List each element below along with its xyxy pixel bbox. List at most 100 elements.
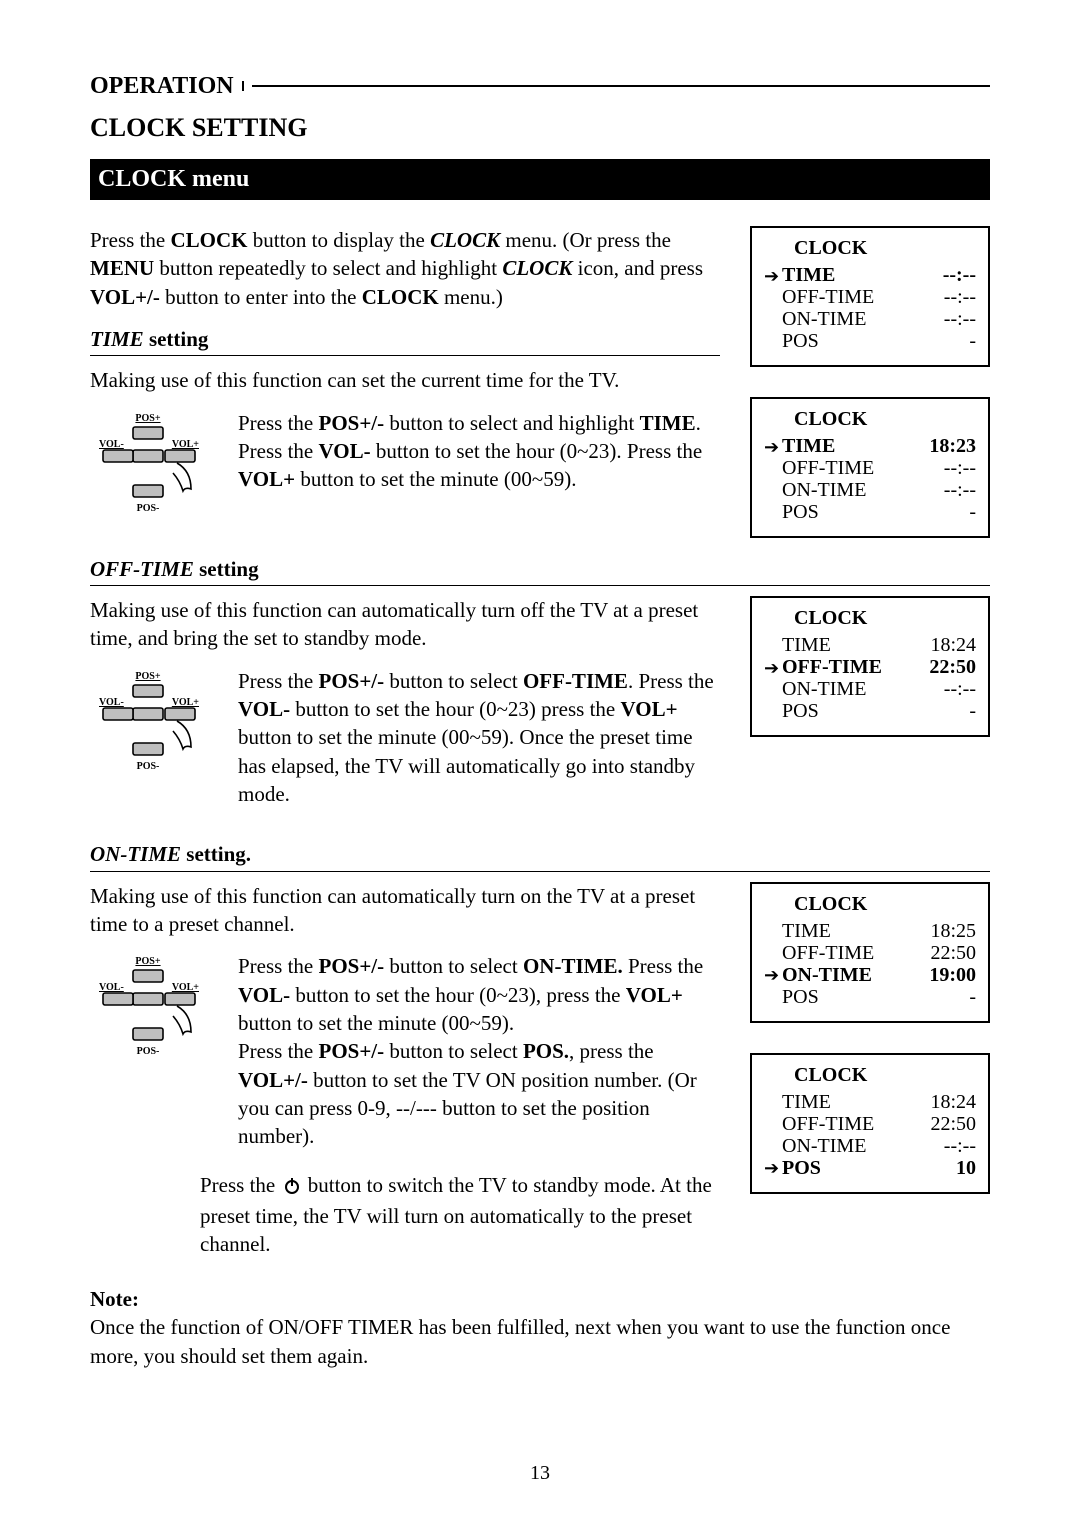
row-intro: Press the CLOCK button to display the CL… bbox=[90, 226, 990, 543]
t: setting bbox=[144, 327, 209, 351]
intro-right: CLOCK➔TIME--:--OFF-TIME--:--ON-TIME--:--… bbox=[750, 226, 990, 538]
rule bbox=[90, 585, 990, 586]
t: button to set the minute (00~59). bbox=[295, 467, 576, 491]
t: OFF-TIME bbox=[523, 669, 628, 693]
osd-row-on: ON-TIME--:-- bbox=[764, 309, 976, 331]
t: button to set the minute (00~59). bbox=[238, 1011, 514, 1035]
time-block: POS+ VOL- VOL+ POS- Press the POS+/- but… bbox=[90, 409, 720, 523]
osd-row-pos: POS- bbox=[764, 331, 976, 353]
remote-label-posminus: POS- bbox=[137, 503, 160, 514]
osd-label: POS bbox=[782, 500, 916, 525]
on-right: CLOCK TIME18:25 OFF-TIME22:50 ➔ON-TIME19:00… bbox=[750, 882, 990, 1194]
osd-row-on: ON-TIME--:-- bbox=[764, 1136, 976, 1158]
osd-arrow-icon: ➔ bbox=[764, 964, 782, 987]
osd-value: - bbox=[916, 985, 976, 1010]
t: setting. bbox=[181, 842, 251, 866]
t: VOL- bbox=[238, 697, 290, 721]
page: OPERATION CLOCK SETTING CLOCK menu Press… bbox=[0, 0, 1080, 1527]
section-bar-clock-menu: CLOCK menu bbox=[90, 159, 990, 199]
off-instructions: Press the POS+/- button to select OFF-TI… bbox=[238, 667, 720, 809]
osd-arrow-icon: ➔ bbox=[764, 1157, 782, 1180]
t: POS+/- bbox=[319, 954, 385, 978]
osd-title: CLOCK bbox=[764, 236, 976, 261]
page-title: CLOCK SETTING bbox=[90, 110, 990, 145]
t: Press the bbox=[238, 954, 319, 978]
t: POS. bbox=[523, 1039, 569, 1063]
osd-menu-5: CLOCK TIME18:24OFF-TIME22:50ON-TIME--:--➔… bbox=[750, 1053, 990, 1194]
remote-label-volplus: VOL+ bbox=[172, 982, 199, 993]
osd-menu-4: CLOCKTIME18:25OFF-TIME22:50➔ON-TIME19:00… bbox=[750, 882, 990, 1023]
osd-value: - bbox=[916, 699, 976, 724]
t: VOL- bbox=[319, 439, 371, 463]
remote-label-posminus: POS- bbox=[137, 761, 160, 772]
t: menu. (Or press the bbox=[500, 228, 671, 252]
remote-label-volminus: VOL- bbox=[99, 982, 124, 993]
remote-icon: POS+ VOL- VOL+ POS- bbox=[90, 667, 220, 781]
t: VOL+ bbox=[238, 467, 295, 491]
osd-menu-1: CLOCK➔TIME--:--OFF-TIME--:--ON-TIME--:--… bbox=[750, 226, 990, 367]
t: , press the bbox=[569, 1039, 654, 1063]
osd-title: CLOCK bbox=[764, 407, 976, 432]
t: TIME bbox=[90, 327, 144, 351]
remote-label-volminus: VOL- bbox=[99, 697, 124, 708]
remote-label-posminus: POS- bbox=[137, 1046, 160, 1057]
power-icon bbox=[283, 1174, 301, 1202]
operation-label: OPERATION bbox=[90, 70, 234, 102]
remote-label-volminus: VOL- bbox=[99, 439, 124, 450]
osd-arrow-icon: ➔ bbox=[764, 436, 782, 459]
remote-svg: POS+ VOL- VOL+ POS- bbox=[95, 956, 215, 1066]
t: ON-TIME bbox=[90, 842, 181, 866]
t: OFF-TIME bbox=[90, 557, 194, 581]
heading-ontime: ON-TIME setting. bbox=[90, 840, 990, 868]
page-number: 13 bbox=[0, 1460, 1080, 1487]
t: button to set the minute (00~59). Once t… bbox=[238, 725, 695, 806]
t: ON-TIME. bbox=[523, 954, 623, 978]
on-instructions: Press the POS+/- button to select ON-TIM… bbox=[238, 952, 720, 1150]
t: Press the bbox=[90, 228, 171, 252]
off-left: Making use of this function can automati… bbox=[90, 596, 720, 828]
off-block: POS+ VOL- VOL+ POS- Press the POS+/- but… bbox=[90, 667, 720, 809]
t: button to set the hour (0~23) press the bbox=[290, 697, 620, 721]
remote-label-posplus: POS+ bbox=[135, 413, 160, 424]
t: setting bbox=[194, 557, 259, 581]
intro-paragraph: Press the CLOCK button to display the CL… bbox=[90, 226, 720, 311]
t: CLOCK bbox=[362, 285, 439, 309]
t: POS+/- bbox=[319, 1039, 385, 1063]
t: Press the bbox=[623, 954, 704, 978]
rule bbox=[90, 355, 720, 356]
osd-row-on: ➔ON-TIME19:00 bbox=[764, 965, 976, 987]
t: VOL- bbox=[238, 983, 290, 1007]
osd-label: POS bbox=[782, 699, 916, 724]
time-desc: Making use of this function can set the … bbox=[90, 366, 720, 394]
osd-row-off: OFF-TIME22:50 bbox=[764, 1114, 976, 1136]
t: Press the bbox=[200, 1173, 281, 1197]
t: button to select and highlight bbox=[384, 411, 639, 435]
row-off: Making use of this function can automati… bbox=[90, 596, 990, 828]
remote-svg: POS+ VOL- VOL+ POS- bbox=[95, 413, 215, 523]
note-block: Note: Once the function of ON/OFF TIMER … bbox=[90, 1285, 990, 1370]
osd-menu-2: CLOCK➔TIME18:23OFF-TIME--:--ON-TIME--:--… bbox=[750, 397, 990, 538]
t: VOL+ bbox=[621, 697, 678, 721]
osd-label: POS bbox=[782, 329, 916, 354]
operation-header: OPERATION bbox=[90, 70, 990, 102]
t: MENU bbox=[90, 256, 154, 280]
t: button to display the bbox=[248, 228, 431, 252]
osd-row-time: TIME18:24 bbox=[764, 1092, 976, 1114]
remote-label-posplus: POS+ bbox=[135, 956, 160, 967]
osd-row-pos: POS- bbox=[764, 502, 976, 524]
note-text: Once the function of ON/OFF TIMER has be… bbox=[90, 1315, 950, 1367]
t: Press the bbox=[238, 669, 319, 693]
osd-title: CLOCK bbox=[764, 1063, 976, 1088]
on-desc: Making use of this function can automati… bbox=[90, 882, 720, 939]
row-on: Making use of this function can automati… bbox=[90, 882, 990, 1259]
osd-row-on: ON-TIME--:-- bbox=[764, 480, 976, 502]
remote-icon: POS+ VOL- VOL+ POS- bbox=[90, 409, 220, 523]
t: POS+/- bbox=[319, 669, 385, 693]
osd-title: CLOCK bbox=[764, 892, 976, 917]
t: Press the bbox=[238, 1039, 319, 1063]
heading-offtime: OFF-TIME setting bbox=[90, 555, 990, 583]
off-right: CLOCKTIME18:24➔OFF-TIME22:50ON-TIME--:--… bbox=[750, 596, 990, 737]
osd-menu-3: CLOCKTIME18:24➔OFF-TIME22:50ON-TIME--:--… bbox=[750, 596, 990, 737]
header-line bbox=[252, 85, 990, 87]
osd-row-time: TIME18:25 bbox=[764, 921, 976, 943]
